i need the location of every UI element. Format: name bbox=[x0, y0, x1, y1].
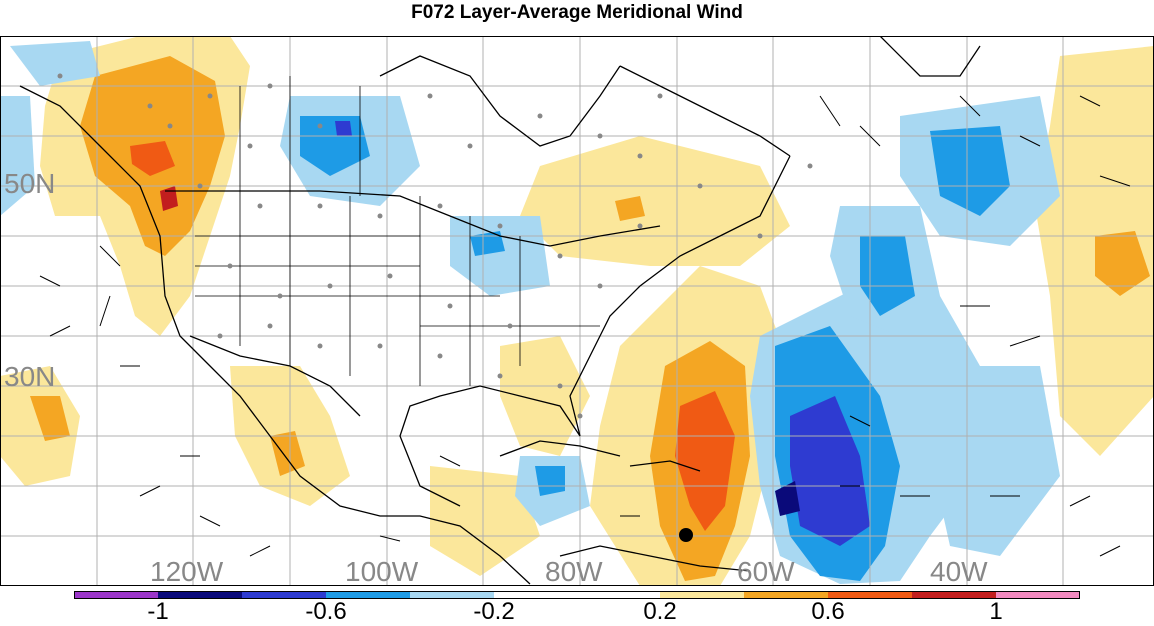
colorbar-label: -1 bbox=[147, 598, 169, 625]
canada-east-core bbox=[615, 196, 645, 221]
atlantic-east-positive-region bbox=[1035, 46, 1154, 456]
southeast-atlantic-negative-region bbox=[930, 366, 1060, 556]
lon-label-80w: 80W bbox=[545, 556, 603, 586]
east-pacific-core bbox=[30, 396, 70, 441]
lat-label-30n: 30N bbox=[4, 361, 55, 392]
coastlines bbox=[19, 36, 981, 585]
hispaniola bbox=[629, 460, 701, 472]
colorbar-labels: -1 -0.6 -0.2 0.2 0.6 1 bbox=[0, 598, 1154, 625]
lon-label-60w: 60W bbox=[737, 556, 795, 586]
colorbar-swatch-zero-pos bbox=[577, 591, 660, 599]
pacific-northwest-peak bbox=[160, 186, 178, 211]
atlantic-mid-core bbox=[860, 236, 915, 316]
cuba bbox=[499, 440, 621, 457]
caribbean-west-core bbox=[535, 466, 565, 496]
colorbar-label: 1 bbox=[989, 598, 1003, 625]
lon-label-100w: 100W bbox=[345, 556, 419, 586]
colorbar-swatch-neg-06 bbox=[242, 591, 326, 599]
chart-title: F072 Layer-Average Meridional Wind bbox=[411, 2, 743, 23]
northwest-negative-region bbox=[10, 41, 100, 86]
south-america-north-coast bbox=[559, 545, 751, 572]
colorbar-swatch-neg-1 bbox=[74, 591, 158, 599]
central-america-positive-region bbox=[430, 466, 540, 576]
colorbar-label: 0.6 bbox=[811, 598, 845, 625]
lat-label-50n: 50N bbox=[4, 168, 55, 199]
great-lakes-core bbox=[470, 231, 505, 256]
positive-wind-regions bbox=[0, 36, 1154, 586]
colorbar-label: -0.2 bbox=[473, 598, 515, 625]
atlantic-central-max bbox=[790, 396, 870, 546]
colorbar-swatch-pos-06 bbox=[828, 591, 912, 599]
mexico-core bbox=[270, 431, 305, 476]
caribbean-max bbox=[675, 391, 735, 531]
colorbar-swatch-neg-02 bbox=[410, 591, 494, 599]
observation-stations bbox=[57, 73, 813, 419]
colorbar-label: 0.2 bbox=[643, 598, 677, 625]
colorbar-swatch-neg-08 bbox=[158, 591, 242, 599]
colorbar-swatch-pos-04 bbox=[744, 591, 828, 599]
colorbar-swatch-neg-04 bbox=[326, 591, 410, 599]
location-marker bbox=[679, 528, 693, 542]
gulf-positive-region bbox=[500, 336, 590, 456]
atlantic-central-peak bbox=[775, 481, 800, 516]
meridional-wind-map: 50N 30N 120W 100W 80W 60W 40W bbox=[0, 36, 1154, 586]
north-atlantic-core bbox=[930, 126, 1010, 216]
north-america-east-coast bbox=[399, 155, 791, 507]
pacific-northwest-max bbox=[130, 141, 175, 176]
hudson-peak bbox=[335, 121, 352, 136]
greenland bbox=[879, 36, 981, 77]
lon-label-120w: 120W bbox=[150, 556, 224, 586]
north-america-west-coast bbox=[19, 85, 531, 585]
hudson-bay bbox=[379, 55, 621, 147]
lon-label-40w: 40W bbox=[930, 556, 988, 586]
labrador-coast bbox=[619, 65, 791, 157]
atlantic-east-core bbox=[1095, 231, 1150, 296]
wind-barbs bbox=[39, 95, 1131, 557]
colorbar-swatch-pos-1 bbox=[996, 591, 1080, 599]
colorbar bbox=[74, 591, 1080, 599]
colorbar-swatch-pos-02 bbox=[660, 591, 744, 599]
hudson-core bbox=[300, 116, 370, 176]
colorbar-swatch-zero-neg bbox=[494, 591, 577, 599]
colorbar-label: -0.6 bbox=[305, 598, 347, 625]
colorbar-swatch-pos-08 bbox=[912, 591, 996, 599]
canada-east-positive-region bbox=[520, 136, 790, 266]
us-canada-border bbox=[165, 190, 661, 247]
